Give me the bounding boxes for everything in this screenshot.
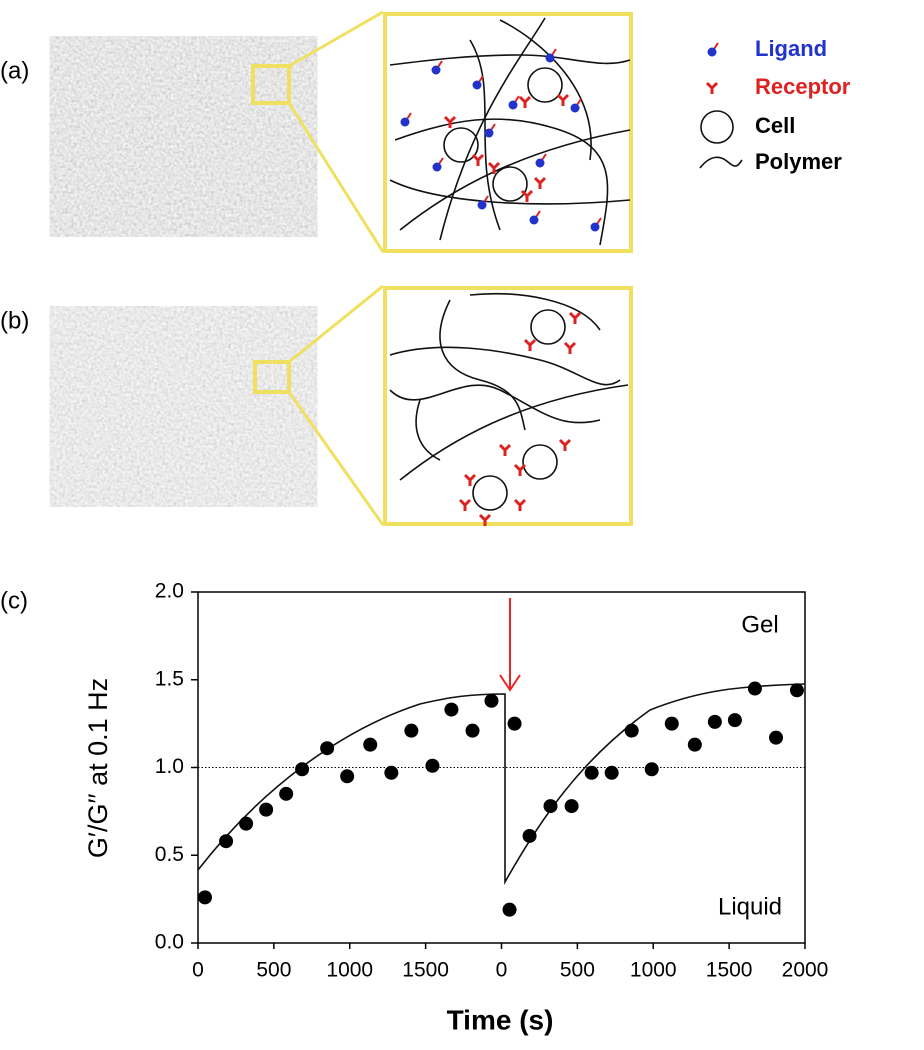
zoom-box (251, 64, 291, 105)
annotation: Liquid (718, 893, 782, 920)
data-point (425, 758, 440, 773)
x-tick-label: 1000 (630, 959, 677, 982)
panel-label: (b) (0, 307, 29, 334)
data-point (384, 765, 399, 780)
legend-label: Ligand (755, 36, 827, 61)
schematic (383, 286, 633, 526)
x-tick-label: 1500 (706, 959, 753, 982)
x-tick-label: 0 (192, 959, 204, 982)
data-point (239, 816, 254, 831)
arrow (499, 598, 521, 692)
data-point (259, 802, 274, 817)
micrograph (72, 53, 295, 220)
data-point (769, 730, 784, 745)
legend-label: Receptor (755, 74, 851, 99)
schematic-content (389, 17, 631, 246)
data-point (664, 716, 679, 731)
data-point (444, 702, 459, 717)
y-tick-label: 1.5 (155, 667, 184, 690)
x-tick-label: 2000 (782, 959, 829, 982)
data-point (789, 683, 804, 698)
x-tick-label: 1500 (402, 959, 449, 982)
legend-label: Polymer (755, 149, 842, 174)
x-tick-label: 500 (256, 959, 291, 982)
x-axis-label: Time (s) (447, 1004, 554, 1035)
data-point (279, 786, 294, 801)
y-tick-label: 0.5 (155, 843, 184, 866)
y-tick-label: 0.0 (155, 931, 184, 954)
data-point (604, 765, 619, 780)
legend-label: Cell (755, 113, 795, 138)
data-point (522, 828, 537, 843)
fit-curve (197, 683, 806, 886)
data-point (624, 723, 639, 738)
x-tick-label: 1000 (326, 959, 373, 982)
y-tick-label: 1.0 (155, 755, 184, 778)
data-point (465, 723, 480, 738)
data-point (747, 681, 762, 696)
legend-icon (700, 110, 734, 144)
data-point (340, 769, 355, 784)
data-point (320, 741, 335, 756)
data-point (197, 890, 212, 905)
data-point (502, 902, 517, 917)
panel-label: (a) (0, 57, 29, 84)
zoom-line (287, 10, 385, 253)
data-point (564, 799, 579, 814)
data-point (363, 737, 378, 752)
data-point (687, 737, 702, 752)
schematic-content (389, 292, 629, 511)
annotation: Gel (741, 611, 778, 638)
x-tick-label: 0 (496, 959, 508, 982)
data-point (219, 834, 234, 849)
y-tick-label: 2.0 (155, 580, 184, 603)
data-point (584, 765, 599, 780)
y-axis-label: G′/G′′ at 0.1 Hz (83, 678, 113, 858)
x-tick-label: 500 (560, 959, 595, 982)
data-point (404, 723, 419, 738)
data-point (295, 762, 310, 777)
zoom-box (253, 360, 291, 394)
micrograph (72, 323, 295, 490)
data-point (543, 799, 558, 814)
data-point (727, 713, 742, 728)
panel-label: (c) (0, 587, 28, 614)
zoom-line (287, 284, 385, 526)
schematic (383, 12, 633, 253)
data-point (484, 693, 499, 708)
data-point (644, 762, 659, 777)
data-point (507, 716, 522, 731)
legend-icon (699, 156, 743, 169)
data-point (707, 714, 722, 729)
